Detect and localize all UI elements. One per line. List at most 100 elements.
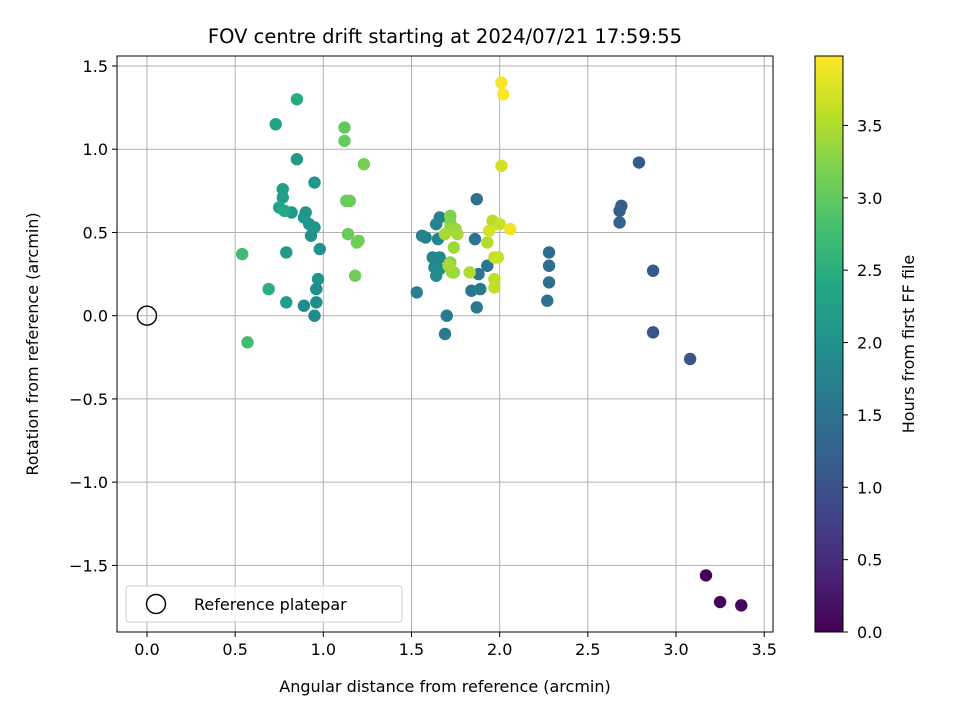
legend-label: Reference platepar [194, 595, 347, 614]
data-point [290, 153, 304, 166]
data-point [504, 222, 517, 236]
data-point [310, 296, 323, 309]
y-tick-label: −1.0 [69, 473, 108, 492]
data-point [613, 204, 626, 218]
data-point [699, 569, 713, 582]
plot-frame [116, 55, 774, 633]
colorbar-gradient [814, 55, 844, 633]
colorbar-ticks: 0.0 0.5 1.0 1.5 2.0 2.5 3.0 3.5 [843, 116, 882, 642]
data-point [236, 247, 249, 261]
data-point [481, 236, 494, 249]
data-point [280, 296, 293, 309]
data-point [343, 194, 356, 208]
data-point [632, 156, 646, 169]
data-point [683, 352, 697, 366]
data-point [438, 327, 452, 341]
data-point [542, 259, 556, 272]
x-axis-label: Angular distance from reference (arcmin) [279, 677, 610, 696]
data-point [613, 216, 626, 229]
data-point [278, 204, 291, 218]
data-point [299, 206, 312, 219]
legend: Reference platepar [125, 585, 403, 623]
y-tick-label: 0.5 [83, 223, 108, 242]
colorbar-tick-label: 2.0 [857, 334, 882, 353]
data-point [646, 326, 660, 339]
colorbar-tick-label: 0.0 [857, 623, 882, 642]
y-tick-label: 1.5 [83, 57, 108, 76]
colorbar-tick-label: 1.0 [857, 478, 882, 497]
data-point [290, 93, 304, 106]
data-point [348, 269, 362, 282]
data-point [496, 88, 510, 101]
reference-point [136, 305, 158, 326]
data-point [433, 251, 446, 264]
data-point [352, 234, 365, 247]
chart-title: FOV centre drift starting at 2024/07/21 … [208, 25, 682, 48]
data-point [463, 266, 476, 279]
y-tick-label: −1.5 [69, 556, 108, 575]
x-tick-label: 1.5 [399, 640, 424, 659]
colorbar-tick-label: 0.5 [857, 551, 882, 570]
data-point [429, 269, 443, 282]
data-point [269, 118, 282, 131]
data-point [433, 211, 446, 224]
colorbar-tick-label: 1.5 [857, 406, 882, 425]
data-point [735, 599, 748, 612]
data-point [470, 301, 483, 314]
data-point [493, 217, 506, 231]
data-point [447, 241, 461, 254]
data-point [262, 282, 275, 296]
data-point [341, 227, 355, 241]
data-point [495, 159, 508, 173]
data-point [308, 309, 321, 322]
y-tick-label: 1.0 [83, 140, 108, 159]
data-point [542, 246, 556, 259]
data-point [310, 282, 323, 296]
data-point [311, 272, 325, 286]
data-point [488, 281, 501, 294]
data-point [542, 276, 556, 289]
data-point [338, 121, 351, 134]
data-point [646, 264, 660, 277]
data-point [481, 259, 494, 272]
data-point [474, 282, 487, 296]
data-point [438, 227, 452, 241]
x-tick-label: 2.5 [575, 640, 600, 659]
axis-ticks: 0.0 0.5 1.0 1.5 2.0 2.5 3.0 3.5 −1.5 −1.0 −0.5 0.0 0… [69, 57, 777, 659]
data-point [297, 299, 311, 312]
x-tick-label: 1.0 [311, 640, 336, 659]
x-tick-label: 0.0 [134, 640, 159, 659]
data-point [280, 246, 293, 259]
data-point [357, 158, 371, 171]
data-point [491, 251, 505, 264]
y-tick-label: −0.5 [69, 390, 108, 409]
x-tick-label: 3.0 [663, 640, 688, 659]
y-axis-label: Rotation from reference (arcmin) [23, 212, 42, 475]
legend-marker-open-circle [145, 593, 167, 615]
y-tick-label: 0.0 [83, 307, 108, 326]
scatter-points [136, 76, 748, 612]
x-tick-label: 3.5 [751, 640, 776, 659]
data-point [468, 232, 482, 246]
grid [117, 56, 773, 632]
colorbar: 0.0 0.5 1.0 1.5 2.0 2.5 3.0 3.5 Hours from firs… [814, 55, 918, 642]
data-point [276, 191, 289, 204]
data-point [713, 595, 727, 609]
data-point [470, 192, 483, 206]
colorbar-tick-label: 3.0 [857, 189, 882, 208]
x-tick-label: 2.0 [487, 640, 512, 659]
x-tick-label: 0.5 [222, 640, 247, 659]
data-point [451, 227, 464, 241]
data-point [410, 286, 423, 299]
data-point [442, 259, 455, 272]
data-point [482, 224, 496, 237]
data-point [419, 231, 432, 244]
data-point [495, 76, 508, 89]
colorbar-tick-label: 2.5 [857, 261, 882, 280]
data-point [241, 336, 254, 349]
data-point [440, 309, 453, 322]
colorbar-tick-label: 3.5 [857, 116, 882, 135]
legend-box [125, 585, 403, 623]
colorbar-label: Hours from first FF file [899, 255, 918, 434]
